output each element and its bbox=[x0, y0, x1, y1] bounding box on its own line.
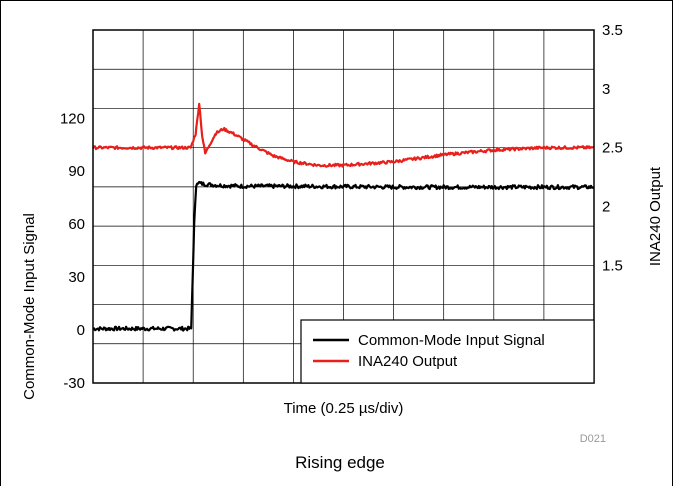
left-tick-label: 60 bbox=[68, 216, 85, 233]
x-axis-title: Time (0.25 µs/div) bbox=[284, 400, 404, 417]
legend-box bbox=[300, 319, 595, 384]
figure-caption: Rising edge bbox=[295, 453, 385, 472]
right-axis-title: INA240 Output bbox=[647, 166, 664, 266]
right-tick-label: 2 bbox=[602, 199, 610, 216]
series-layer bbox=[92, 102, 595, 332]
left-tick-label: 120 bbox=[60, 110, 85, 127]
series-line-1 bbox=[92, 102, 595, 168]
right-tick-label: 1.5 bbox=[602, 257, 623, 274]
left-tick-label: -30 bbox=[63, 375, 85, 392]
legend-label: INA240 Output bbox=[358, 353, 458, 370]
legend-label: Common-Mode Input Signal bbox=[358, 332, 545, 349]
right-tick-label: 3 bbox=[602, 81, 610, 98]
left-tick-label: 30 bbox=[68, 269, 85, 286]
left-tick-label: 0 bbox=[77, 322, 85, 339]
series-line-0 bbox=[92, 180, 595, 332]
left-axis-title: Common-Mode Input Signal bbox=[21, 213, 38, 400]
right-axis-ticks: 1.5 2 2.5 3 3.5 bbox=[602, 22, 623, 274]
legend: Common-Mode Input Signal INA240 Output bbox=[300, 319, 595, 384]
right-tick-label: 2.5 bbox=[602, 140, 623, 157]
x-axis-title-prefix: Time (0.25 bbox=[284, 400, 359, 417]
figure-code: D021 bbox=[580, 433, 606, 445]
x-axis-title-unit: µs/div) bbox=[359, 400, 403, 417]
left-axis-ticks: -30 0 30 60 90 120 bbox=[60, 110, 85, 392]
right-tick-label: 3.5 bbox=[602, 22, 623, 39]
left-tick-label: 90 bbox=[68, 163, 85, 180]
